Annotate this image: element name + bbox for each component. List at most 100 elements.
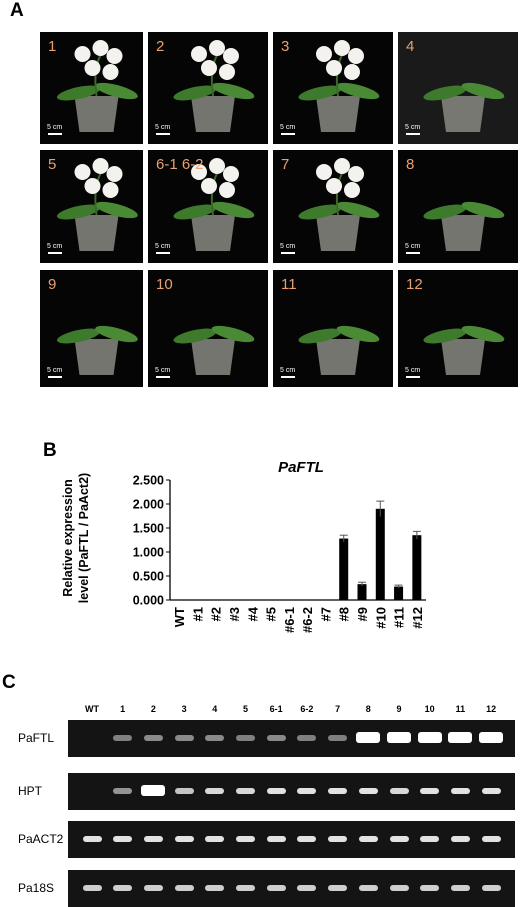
plant-number-label: 6-1 6-2 xyxy=(156,156,204,173)
gel-band xyxy=(143,885,163,891)
gel-image xyxy=(68,821,515,858)
gel-band xyxy=(113,735,133,741)
plant-photo-1: 1 5 cm xyxy=(40,32,143,144)
gel-band xyxy=(113,885,133,891)
scale-bar xyxy=(406,133,420,135)
gel-band xyxy=(481,788,501,794)
gel-label: PaFTL xyxy=(18,731,55,745)
gel-band xyxy=(297,885,317,891)
scale-bar-text: 5 cm xyxy=(405,124,421,131)
plant-illustration xyxy=(173,325,255,375)
panel-c-letter: C xyxy=(2,672,16,693)
gel-band xyxy=(297,836,317,842)
lane-label: 8 xyxy=(365,704,371,714)
scale-bar-text: 5 cm xyxy=(280,367,296,374)
scale-bar-text: 5 cm xyxy=(280,124,296,131)
gel-band xyxy=(417,732,442,743)
gel-band xyxy=(113,788,133,794)
lane-label: 4 xyxy=(212,704,218,714)
y-axis-label-line2: level (PaFTL / PaAct2) xyxy=(77,473,91,603)
gel-band xyxy=(141,785,166,796)
gel-band xyxy=(389,836,409,842)
gel-band xyxy=(205,885,225,891)
x-tick-label: #3 xyxy=(227,607,242,621)
scale-bar xyxy=(281,376,295,378)
plant-illustration xyxy=(56,325,138,375)
x-tick-label: #6-1 xyxy=(282,607,297,633)
scale-bar xyxy=(406,376,420,378)
lane-label: 9 xyxy=(396,704,402,714)
y-axis-label-line1: Relative expression xyxy=(61,479,75,596)
plant-illustration xyxy=(56,40,138,132)
gel-band xyxy=(82,836,102,842)
scale-bar xyxy=(156,252,170,254)
bar xyxy=(394,586,404,600)
gel-band xyxy=(479,732,504,743)
gel-band xyxy=(174,788,194,794)
plant-number-label: 10 xyxy=(156,276,173,293)
gel-band xyxy=(205,788,225,794)
plant-number-label: 1 xyxy=(48,38,57,55)
gel-label: PaACT2 xyxy=(18,832,64,846)
lane-label: 7 xyxy=(335,704,341,714)
plant-photo-5: 5 5 cm xyxy=(40,150,143,263)
gel-band xyxy=(358,885,378,891)
gel-band xyxy=(236,885,255,891)
scale-bar xyxy=(156,133,170,135)
y-tick-label: 1.000 xyxy=(133,546,164,560)
gel-label: Pa18S xyxy=(18,881,55,895)
y-tick-label: 2.000 xyxy=(133,498,164,512)
scale-bar xyxy=(48,376,62,378)
plant-number-label: 12 xyxy=(406,276,423,293)
gel-band xyxy=(328,788,348,794)
gel-band xyxy=(297,788,317,794)
lane-label: 6-2 xyxy=(300,704,314,714)
x-tick-label: #4 xyxy=(245,606,260,621)
plant-illustration xyxy=(423,201,505,251)
x-tick-label: WT xyxy=(172,607,187,627)
bar xyxy=(339,538,349,600)
plant-number-label: 3 xyxy=(281,38,290,55)
plant-number-label: 5 xyxy=(48,156,57,173)
gel-band xyxy=(82,885,102,891)
plant-photo-6: 6-1 6-2 5 cm xyxy=(148,150,268,263)
y-tick-label: 0.500 xyxy=(133,570,164,584)
gel-band xyxy=(236,735,255,741)
lane-label: 10 xyxy=(424,704,435,714)
lane-label: 6-1 xyxy=(269,704,283,714)
lane-label: 2 xyxy=(150,704,156,714)
plant-illustration xyxy=(298,325,380,375)
scale-bar xyxy=(48,133,62,135)
scale-bar-text: 5 cm xyxy=(155,243,171,250)
scale-bar xyxy=(281,252,295,254)
gel-band xyxy=(143,735,163,741)
x-tick-label: #8 xyxy=(337,607,352,621)
gel-band xyxy=(236,836,255,842)
x-tick-label: #12 xyxy=(410,607,425,629)
y-tick-label: 2.500 xyxy=(133,474,164,488)
plant-illustration xyxy=(173,158,255,251)
gel-band xyxy=(448,732,473,743)
x-tick-label: #2 xyxy=(209,607,224,621)
gel-band xyxy=(358,836,378,842)
scale-bar xyxy=(48,252,62,254)
gel-band xyxy=(113,836,133,842)
lane-label: 11 xyxy=(455,704,466,714)
gel-band xyxy=(266,885,286,891)
gel-band xyxy=(420,885,440,891)
plant-photo-4: 4 5 cm xyxy=(398,32,518,144)
plant-number-label: 4 xyxy=(406,38,415,55)
scale-bar xyxy=(156,376,170,378)
scale-bar-text: 5 cm xyxy=(47,124,63,131)
x-tick-label: #7 xyxy=(318,607,333,621)
gel-band xyxy=(387,732,411,743)
x-tick-label: #6-2 xyxy=(300,607,315,633)
x-tick-label: #9 xyxy=(355,607,370,621)
gel-band xyxy=(481,836,501,842)
gel-band xyxy=(328,885,348,891)
plant-number-label: 9 xyxy=(48,276,57,293)
scale-bar-text: 5 cm xyxy=(155,367,171,374)
gel-band xyxy=(266,836,286,842)
bar xyxy=(375,508,385,600)
gel-band xyxy=(481,885,501,891)
